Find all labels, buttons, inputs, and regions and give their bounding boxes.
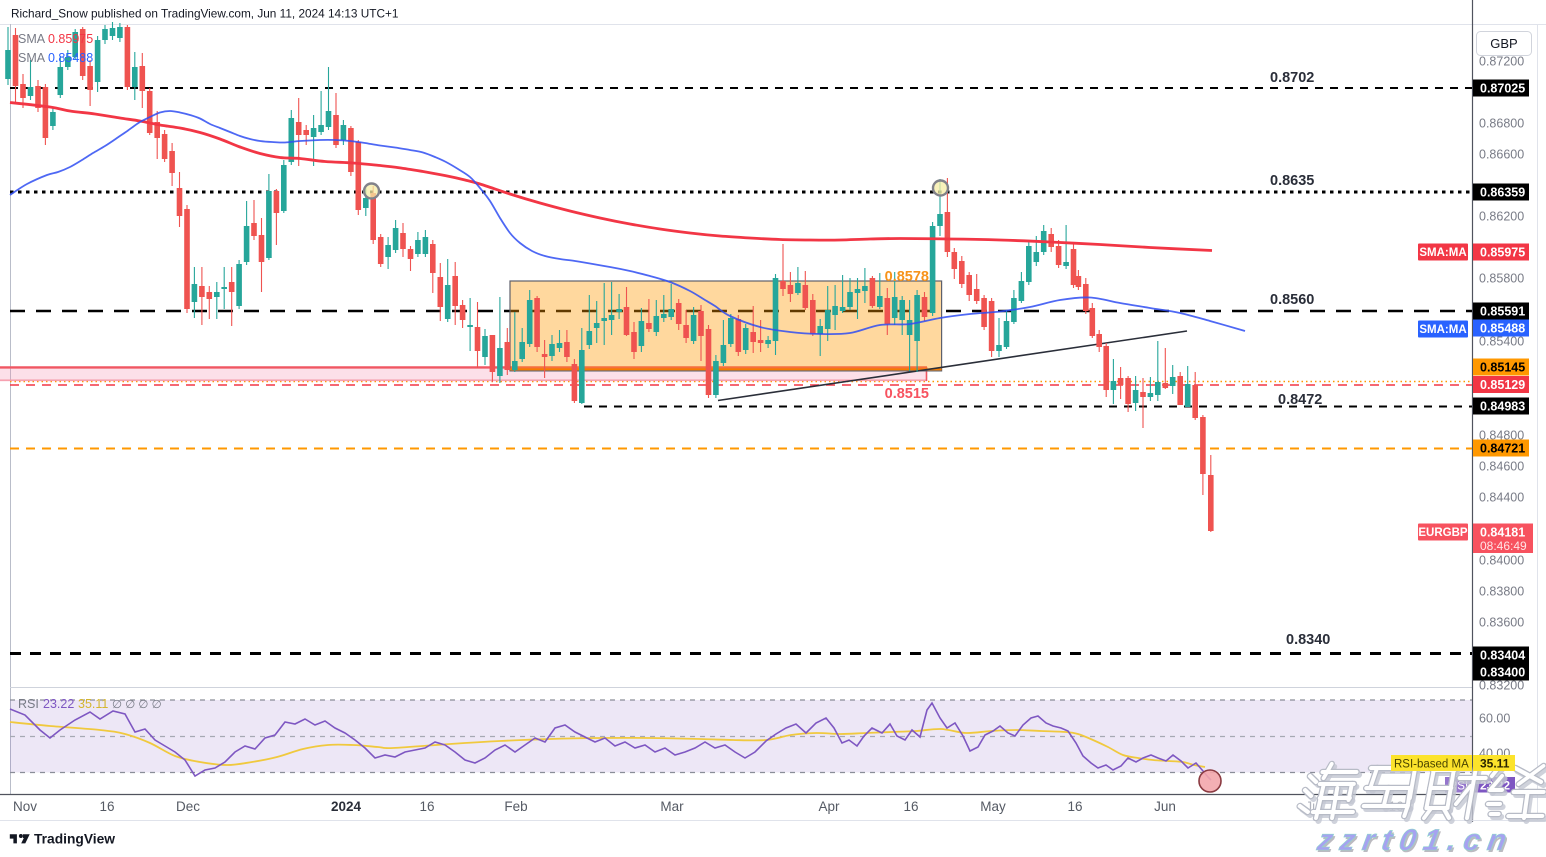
svg-text:Feb: Feb — [504, 799, 527, 814]
svg-text:Jun: Jun — [1154, 799, 1176, 814]
svg-text:0.8578: 0.8578 — [885, 269, 929, 285]
svg-text:zzrt01.cn: zzrt01.cn — [1314, 824, 1517, 857]
svg-text:0.84983: 0.84983 — [1480, 399, 1525, 413]
svg-text:2024: 2024 — [331, 799, 362, 814]
svg-text:16: 16 — [1067, 799, 1082, 814]
svg-text:Apr: Apr — [818, 799, 840, 814]
svg-text:SMA:MA: SMA:MA — [1419, 324, 1466, 336]
svg-text:0.84721: 0.84721 — [1480, 441, 1525, 455]
svg-text:GBP: GBP — [1490, 36, 1517, 51]
svg-text:0.8472: 0.8472 — [1278, 392, 1322, 408]
svg-text:SMA:MA: SMA:MA — [1419, 247, 1466, 259]
svg-text:0.87200: 0.87200 — [1479, 55, 1524, 69]
svg-text:SMA: SMA — [18, 51, 46, 65]
svg-text:∅ ∅ ∅ ∅: ∅ ∅ ∅ ∅ — [112, 699, 162, 711]
svg-text:0.86600: 0.86600 — [1479, 148, 1524, 162]
svg-text:0.84181: 0.84181 — [1480, 526, 1525, 540]
svg-text:0.83800: 0.83800 — [1479, 585, 1524, 599]
svg-text:0.85591: 0.85591 — [1480, 304, 1525, 318]
svg-text:Nov: Nov — [13, 799, 37, 814]
svg-text:RSI-based MA: RSI-based MA — [1394, 759, 1469, 771]
svg-text:zzrt01.cn: zzrt01.cn — [1316, 826, 1519, 857]
svg-text:Dec: Dec — [176, 799, 200, 814]
svg-text:0.85129: 0.85129 — [1480, 378, 1525, 392]
svg-text:0.84800: 0.84800 — [1479, 429, 1524, 443]
svg-text:0.84600: 0.84600 — [1479, 460, 1524, 474]
svg-text:0.85488: 0.85488 — [48, 51, 93, 65]
svg-text:0.86359: 0.86359 — [1480, 185, 1525, 199]
svg-text:0.85145: 0.85145 — [1480, 360, 1525, 374]
svg-text:0.86200: 0.86200 — [1479, 210, 1524, 224]
svg-text:0.85975: 0.85975 — [48, 32, 93, 46]
svg-text:0.85975: 0.85975 — [1480, 245, 1525, 259]
svg-text:0.87025: 0.87025 — [1480, 81, 1525, 95]
svg-text:08:46:49: 08:46:49 — [1480, 539, 1527, 553]
svg-text:Mar: Mar — [660, 799, 684, 814]
svg-text:0.83600: 0.83600 — [1479, 616, 1524, 630]
svg-text:TradingView: TradingView — [34, 832, 115, 847]
svg-text:23.22: 23.22 — [43, 697, 74, 711]
svg-text:Richard_Snow published on Trad: Richard_Snow published on TradingView.co… — [11, 7, 398, 21]
svg-text:0.8635: 0.8635 — [1270, 173, 1314, 189]
svg-text:0.84000: 0.84000 — [1479, 554, 1524, 568]
svg-text:0.83400: 0.83400 — [1480, 665, 1525, 679]
svg-text:EURGBP: EURGBP — [1418, 527, 1468, 539]
svg-text:RSI: RSI — [18, 697, 39, 711]
svg-text:May: May — [980, 799, 1006, 814]
svg-text:60.00: 60.00 — [1479, 712, 1510, 726]
svg-text:16: 16 — [419, 799, 434, 814]
svg-text:0.83200: 0.83200 — [1479, 679, 1524, 693]
svg-text:0.83404: 0.83404 — [1480, 648, 1525, 662]
svg-text:0.8702: 0.8702 — [1270, 70, 1314, 86]
svg-text:0.86800: 0.86800 — [1479, 117, 1524, 131]
svg-text:0.8560: 0.8560 — [1270, 292, 1314, 308]
svg-text:0.8340: 0.8340 — [1286, 632, 1330, 648]
svg-text:35.11: 35.11 — [1480, 757, 1510, 771]
svg-text:0.85400: 0.85400 — [1479, 335, 1524, 349]
svg-text:0.85488: 0.85488 — [1480, 321, 1525, 335]
svg-text:16: 16 — [903, 799, 918, 814]
svg-text:0.8515: 0.8515 — [885, 386, 929, 402]
svg-text:SMA: SMA — [18, 32, 46, 46]
svg-text:16: 16 — [99, 799, 114, 814]
svg-text:0.85800: 0.85800 — [1479, 272, 1524, 286]
svg-text:35.11: 35.11 — [78, 697, 108, 711]
svg-text:0.84400: 0.84400 — [1479, 491, 1524, 505]
